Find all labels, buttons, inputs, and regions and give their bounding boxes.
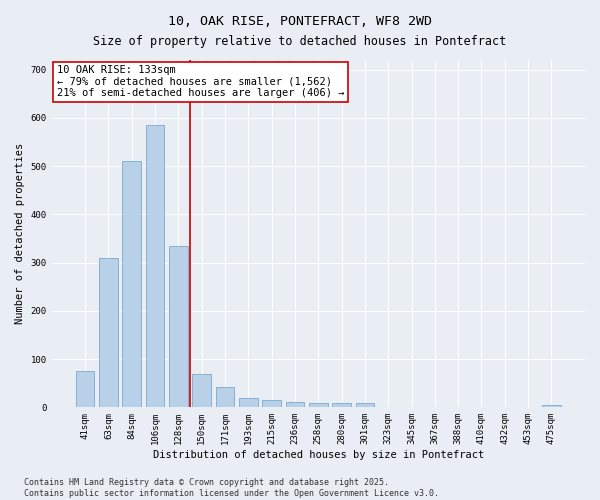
Bar bbox=[332, 402, 351, 407]
Bar bbox=[286, 402, 304, 407]
Bar bbox=[542, 405, 561, 407]
Bar bbox=[76, 371, 94, 408]
Text: Contains HM Land Registry data © Crown copyright and database right 2025.
Contai: Contains HM Land Registry data © Crown c… bbox=[24, 478, 439, 498]
Bar bbox=[99, 258, 118, 408]
Text: 10, OAK RISE, PONTEFRACT, WF8 2WD: 10, OAK RISE, PONTEFRACT, WF8 2WD bbox=[168, 15, 432, 28]
Bar bbox=[356, 404, 374, 407]
Bar bbox=[239, 398, 257, 407]
Bar bbox=[215, 387, 235, 407]
X-axis label: Distribution of detached houses by size in Pontefract: Distribution of detached houses by size … bbox=[152, 450, 484, 460]
Bar bbox=[146, 125, 164, 408]
Bar bbox=[193, 374, 211, 408]
Bar bbox=[169, 246, 188, 408]
Bar bbox=[262, 400, 281, 407]
Text: 10 OAK RISE: 133sqm
← 79% of detached houses are smaller (1,562)
21% of semi-det: 10 OAK RISE: 133sqm ← 79% of detached ho… bbox=[57, 65, 344, 98]
Bar bbox=[122, 162, 141, 408]
Y-axis label: Number of detached properties: Number of detached properties bbox=[15, 143, 25, 324]
Text: Size of property relative to detached houses in Pontefract: Size of property relative to detached ho… bbox=[94, 35, 506, 48]
Bar bbox=[309, 402, 328, 407]
